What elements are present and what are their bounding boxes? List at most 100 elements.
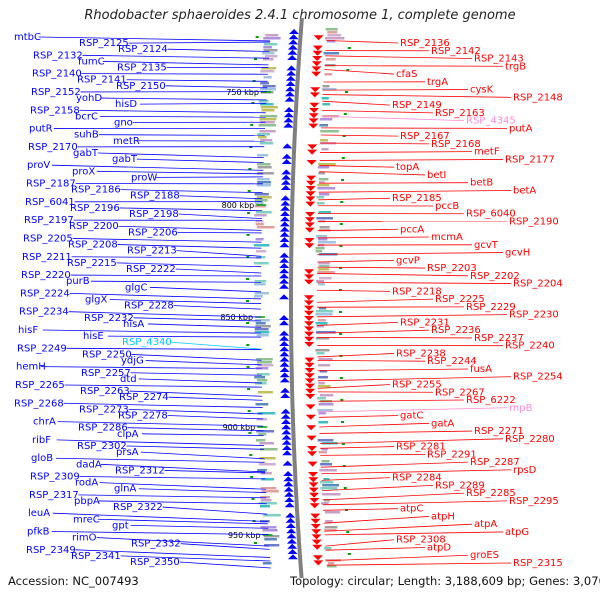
- feature-band-right: [318, 211, 331, 214]
- left-gene-label: RSP_2213: [127, 246, 177, 257]
- left-leader-line: [57, 421, 264, 427]
- gc-marker: [251, 498, 255, 500]
- reverse-gene-arrow: [309, 92, 320, 98]
- forward-gene-arrow: [281, 434, 292, 440]
- right-gene-label: RSP_2240: [505, 341, 555, 352]
- feature-band-right: [320, 130, 339, 133]
- reverse-gene-arrow: [308, 118, 319, 124]
- forward-gene-arrow: [279, 268, 290, 274]
- left-leader-line: [120, 189, 263, 194]
- feature-band-right: [318, 376, 328, 379]
- left-gene-label: glgC: [125, 282, 147, 293]
- left-leader-line: [119, 207, 263, 212]
- left-gene-label: hisD: [115, 99, 137, 110]
- reverse-gene-arrow: [304, 357, 315, 363]
- feature-band-left: [263, 76, 272, 79]
- left-gene-label: RSP_2286: [78, 423, 128, 434]
- right-gene-label: RSP_2287: [470, 457, 520, 468]
- feature-band-left: [265, 34, 279, 37]
- reverse-gene-arrow: [304, 279, 315, 285]
- left-gene-label: RSP_2332: [131, 539, 181, 550]
- left-leader-line: [116, 262, 262, 268]
- feature-band-left: [257, 181, 272, 184]
- right-gene-label: RSP_2163: [435, 108, 485, 119]
- reverse-gene-arrow: [311, 539, 322, 545]
- left-leader-line: [118, 225, 262, 231]
- reverse-gene-arrow: [307, 451, 318, 457]
- gc-marker: [341, 421, 344, 423]
- forward-gene-arrow: [280, 393, 291, 398]
- feature-band-left: [263, 535, 280, 538]
- right-gene-label: topA: [396, 162, 419, 173]
- left-gene-label: prsA: [116, 447, 139, 458]
- forward-gene-arrow: [282, 143, 293, 149]
- left-leader-line: [97, 152, 264, 159]
- left-leader-line: [100, 97, 267, 101]
- right-gene-label: RSP_2167: [400, 131, 450, 142]
- left-leader-line: [129, 390, 263, 397]
- left-gene-label: RSP_2205: [23, 233, 73, 244]
- figure-title: Rhodobacter sphaeroides 2.4.1 chromosome…: [84, 8, 516, 23]
- forward-gene-arrow: [279, 242, 290, 248]
- left-gene-label: dtd: [120, 374, 137, 385]
- feature-band-left: [256, 361, 272, 364]
- reverse-gene-arrow: [304, 321, 315, 327]
- left-leader-line: [81, 73, 268, 75]
- feature-band-right: [317, 166, 330, 169]
- right-gene-label: RSP_2218: [392, 286, 442, 297]
- reverse-gene-arrow: [312, 56, 323, 61]
- feature-band-right: [323, 547, 332, 550]
- right-leader-line: [326, 40, 399, 44]
- left-gene-label: proW: [131, 172, 157, 183]
- right-leader-line: [317, 273, 469, 277]
- forward-gene-arrow: [279, 315, 290, 320]
- right-leader-line: [325, 539, 395, 547]
- left-gene-label: RSP_2141: [77, 75, 127, 86]
- feature-band-left: [254, 262, 269, 265]
- right-leader-line: [322, 500, 508, 506]
- feature-band-left: [259, 118, 277, 121]
- right-gene-label: RSP_2289: [435, 480, 485, 491]
- feature-band-left: [257, 391, 273, 394]
- right-gene-label: putA: [509, 123, 533, 134]
- right-leader-line: [324, 69, 395, 75]
- left-gene-label: RSP_2322: [113, 502, 163, 513]
- left-leader-line: [173, 305, 262, 310]
- feature-band-left: [258, 124, 277, 127]
- left-gene-label: glnA: [114, 484, 136, 495]
- feature-band-left: [262, 529, 278, 532]
- feature-band-right: [318, 172, 325, 175]
- forward-gene-arrow: [279, 278, 290, 284]
- forward-gene-arrow: [279, 372, 290, 378]
- right-leader-line: [319, 438, 504, 445]
- left-leader-line: [99, 115, 266, 118]
- gc-marker: [251, 102, 255, 104]
- feature-band-left: [255, 211, 272, 214]
- feature-band-left: [254, 244, 270, 247]
- feature-band-left: [259, 457, 276, 460]
- left-gene-label: purB: [66, 276, 90, 287]
- reverse-gene-arrow: [309, 498, 320, 503]
- forward-gene-arrow: [279, 346, 290, 352]
- feature-band-left: [260, 88, 276, 91]
- gc-marker: [343, 487, 347, 489]
- forward-gene-arrow: [284, 107, 295, 112]
- right-gene-label: atpA: [474, 519, 497, 530]
- forward-gene-arrow: [283, 486, 294, 492]
- forward-gene-arrow: [284, 96, 295, 102]
- left-leader-line: [176, 250, 262, 257]
- feature-band-right: [327, 40, 336, 43]
- forward-gene-arrow: [283, 471, 294, 476]
- feature-band-left: [254, 331, 270, 334]
- feature-band-left: [258, 433, 267, 436]
- reverse-gene-arrow: [304, 269, 315, 275]
- feature-band-left: [263, 49, 278, 52]
- feature-band-right: [319, 193, 330, 196]
- gc-marker: [249, 454, 253, 456]
- left-gene-label: gpt: [112, 520, 129, 531]
- left-gene-label: pbpA: [74, 496, 100, 507]
- feature-band-right: [324, 526, 338, 529]
- forward-gene-arrow: [281, 174, 292, 180]
- reverse-gene-arrow: [309, 108, 320, 113]
- feature-band-left: [254, 283, 266, 286]
